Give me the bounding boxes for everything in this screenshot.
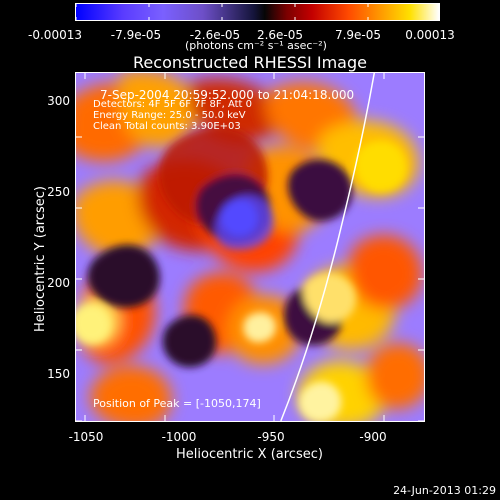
plot-axes — [75, 72, 425, 422]
x-tick-950: -950 — [257, 430, 285, 444]
timestamp: 24-Jun-2013 01:29 — [393, 484, 496, 497]
image-plot — [75, 72, 425, 422]
x-tick-1050: -1050 — [68, 430, 104, 444]
x-tick-900: -900 — [359, 430, 387, 444]
colorbar — [75, 3, 440, 21]
colorbar-label-6: 0.00013 — [405, 28, 455, 42]
plot-title: Reconstructed RHESSI Image — [133, 53, 367, 72]
plot-info-line-1: 7-Sep-2004 20:59:52.000 to 21:04:18.000 — [100, 88, 355, 102]
y-tick-300: 300 — [47, 94, 70, 108]
reconstructed-image — [76, 73, 424, 421]
colorbar-label-1: -0.00013 — [28, 28, 82, 42]
y-tick-200: 200 — [47, 276, 70, 290]
colorbar-units: (photons cm⁻² s⁻¹ asec⁻²) — [185, 39, 327, 52]
y-axis-label: Heliocentric Y (arcsec) — [33, 186, 48, 332]
colorbar-label-4: 2.6e-05 — [256, 28, 304, 42]
plot-info-line-2: Detectors: 4F 5F 6F 7F 8F, Att 0 — [93, 99, 253, 110]
peak-position-text: Position of Peak = [-1050,174] — [93, 397, 261, 410]
colorbar-label-5: 7.9e-05 — [334, 28, 382, 42]
plot-info-line-3: Energy Range: 25.0 - 50.0 keV — [93, 110, 246, 121]
plot-info-line-4: Clean Total counts: 3.90E+03 — [93, 121, 241, 132]
x-tick-1000: -1000 — [161, 430, 197, 444]
y-tick-250: 250 — [47, 185, 70, 199]
colorbar-label-2: -7.9e-05 — [110, 28, 162, 42]
colorbar-label-3: -2.6e-05 — [189, 28, 241, 42]
y-tick-150: 150 — [47, 367, 70, 381]
x-axis-label: Heliocentric X (arcsec) — [176, 447, 323, 462]
